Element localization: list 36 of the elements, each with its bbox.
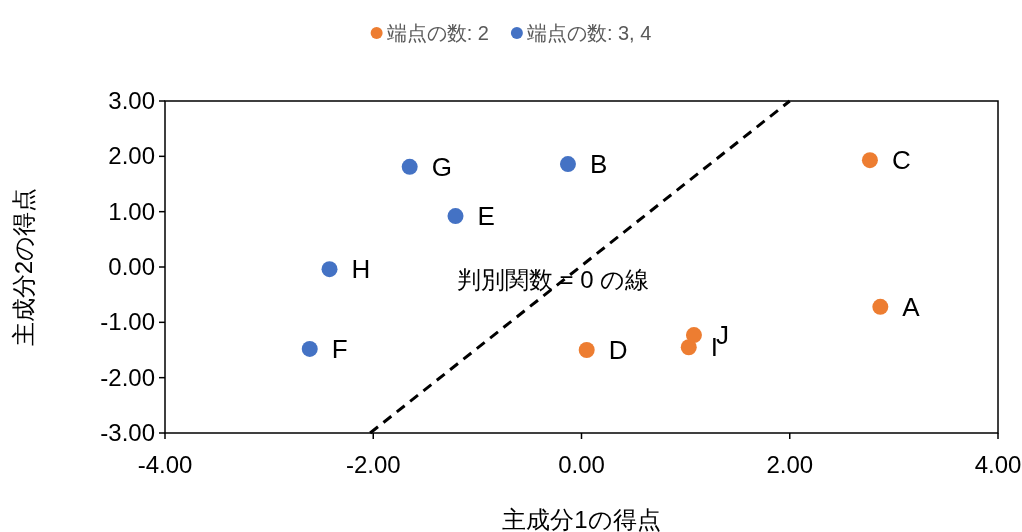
annotation: 判別関数 = 0 の線 [456, 266, 650, 293]
annotation: E [477, 201, 495, 232]
y-axis-title: 主成分2の得点 [10, 187, 37, 347]
annotation: A [902, 291, 921, 322]
x-tick-label: 0.00 [558, 451, 605, 478]
annotation: F [331, 333, 348, 364]
point [680, 339, 697, 356]
y-tick-label: -3.00 [100, 419, 155, 446]
x-tick-label: -4.00 [137, 451, 193, 478]
y-tick-label: 2.00 [108, 142, 155, 170]
point [872, 298, 889, 315]
x-tick-label: -2.00 [345, 451, 401, 478]
x-tick-label: 4.00 [974, 451, 1022, 478]
annotation: H [351, 254, 371, 285]
point [447, 208, 464, 225]
point [578, 342, 595, 358]
x-tick-label: 2.00 [766, 451, 814, 478]
y-tick-label: 1.00 [108, 197, 155, 225]
annotation: C [891, 145, 911, 176]
annotation: J [715, 320, 729, 351]
annotation: B [589, 149, 608, 180]
point [559, 156, 576, 173]
y-tick-label: 0.00 [108, 253, 155, 280]
legend-label: 端点の数: 2 [386, 22, 489, 44]
y-tick-label: 3.00 [108, 87, 155, 114]
point [321, 261, 338, 278]
point [301, 340, 318, 357]
y-tick-label: -2.00 [100, 363, 155, 391]
x-axis-title: 主成分1の得点 [502, 506, 661, 532]
annotation: D [608, 335, 628, 365]
point [685, 327, 702, 344]
y-tick-label: -1.00 [100, 308, 155, 336]
annotation: G [431, 151, 452, 182]
point [861, 152, 878, 169]
legend-label: 端点の数: 3, 4 [526, 22, 652, 44]
point [401, 158, 418, 175]
